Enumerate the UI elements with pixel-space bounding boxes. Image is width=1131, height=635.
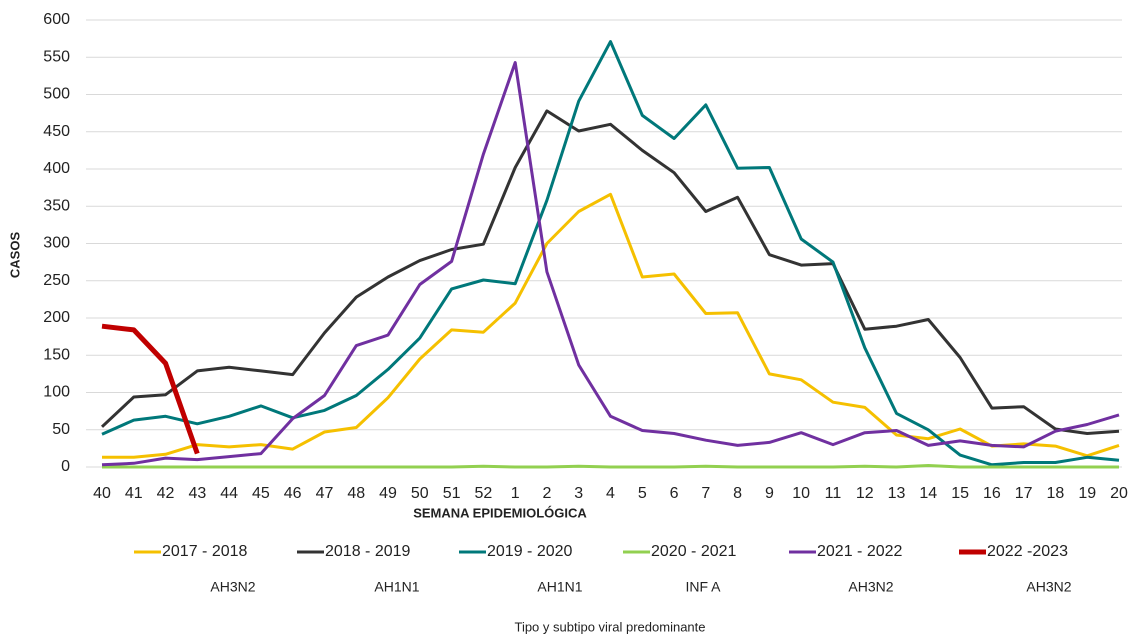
x-tick-label: 48: [347, 485, 365, 502]
x-tick-label: 4: [606, 485, 615, 502]
legend-label: 2020 - 2021: [651, 543, 737, 560]
x-tick-label: 8: [733, 485, 742, 502]
legend-label: 2017 - 2018: [162, 543, 248, 560]
y-tick-label: 300: [43, 235, 70, 252]
x-tick-label: 52: [474, 485, 492, 502]
y-axis-title: CASOS: [7, 232, 22, 279]
y-tick-label: 550: [43, 48, 70, 65]
x-tick-label: 17: [1015, 485, 1033, 502]
x-tick-label: 7: [701, 485, 710, 502]
y-tick-label: 500: [43, 86, 70, 103]
y-tick-label: 350: [43, 197, 70, 214]
x-tick-label: 10: [792, 485, 810, 502]
legend-label: 2022 -2023: [987, 543, 1068, 560]
legend-label: 2019 - 2020: [487, 543, 573, 560]
x-tick-label: 50: [411, 485, 429, 502]
subtype-label: AH3N2: [210, 579, 255, 595]
y-tick-label: 250: [43, 272, 70, 289]
y-tick-label: 200: [43, 309, 70, 326]
x-tick-label: 2: [542, 485, 551, 502]
x-tick-label: 47: [316, 485, 334, 502]
x-tick-label: 19: [1078, 485, 1096, 502]
y-tick-label: 0: [61, 458, 70, 475]
x-tick-label: 13: [888, 485, 906, 502]
x-tick-label: 46: [284, 485, 302, 502]
series-line: [102, 464, 1119, 469]
x-tick-label: 18: [1047, 485, 1065, 502]
y-tick-label: 100: [43, 384, 70, 401]
x-tick-label: 49: [379, 485, 397, 502]
x-tick-label: 51: [443, 485, 461, 502]
y-tick-label: 150: [43, 346, 70, 363]
y-tick-label: 50: [52, 421, 70, 438]
x-tick-label: 40: [93, 485, 111, 502]
x-tick-label: 14: [919, 485, 937, 502]
x-tick-label: 41: [125, 485, 143, 502]
x-tick-label: 12: [856, 485, 874, 502]
series-line: [101, 323, 200, 455]
x-tick-label: 5: [638, 485, 647, 502]
x-tick-label: 9: [765, 485, 774, 502]
x-tick-label: 44: [220, 485, 238, 502]
subtype-label: INF A: [685, 579, 721, 595]
x-axis-title: SEMANA EPIDEMIOLÓGICA: [413, 505, 587, 520]
subtype-label: AH3N2: [848, 579, 893, 595]
x-tick-label: 6: [670, 485, 679, 502]
x-tick-label: 15: [951, 485, 969, 502]
subtypes-title: Tipo y subtipo viral predominante: [514, 619, 705, 634]
subtype-label: AH1N1: [537, 579, 582, 595]
x-tick-label: 42: [157, 485, 175, 502]
subtype-label: AH3N2: [1026, 579, 1071, 595]
x-tick-label: 45: [252, 485, 270, 502]
x-tick-label: 3: [574, 485, 583, 502]
series-line: [101, 40, 1120, 467]
x-tick-label: 1: [511, 485, 520, 502]
x-tick-label: 16: [983, 485, 1001, 502]
x-tick-label: 11: [825, 485, 842, 502]
x-tick-label: 43: [188, 485, 206, 502]
y-tick-label: 600: [43, 11, 70, 28]
legend-label: 2018 - 2019: [325, 543, 411, 560]
series-line: [100, 109, 1120, 435]
y-tick-label: 400: [43, 160, 70, 177]
legend-label: 2021 - 2022: [817, 543, 903, 560]
series-line: [101, 61, 1120, 467]
series-line: [102, 192, 1120, 459]
x-tick-label: 20: [1110, 485, 1128, 502]
subtype-label: AH1N1: [374, 579, 419, 595]
y-tick-label: 450: [43, 123, 70, 140]
